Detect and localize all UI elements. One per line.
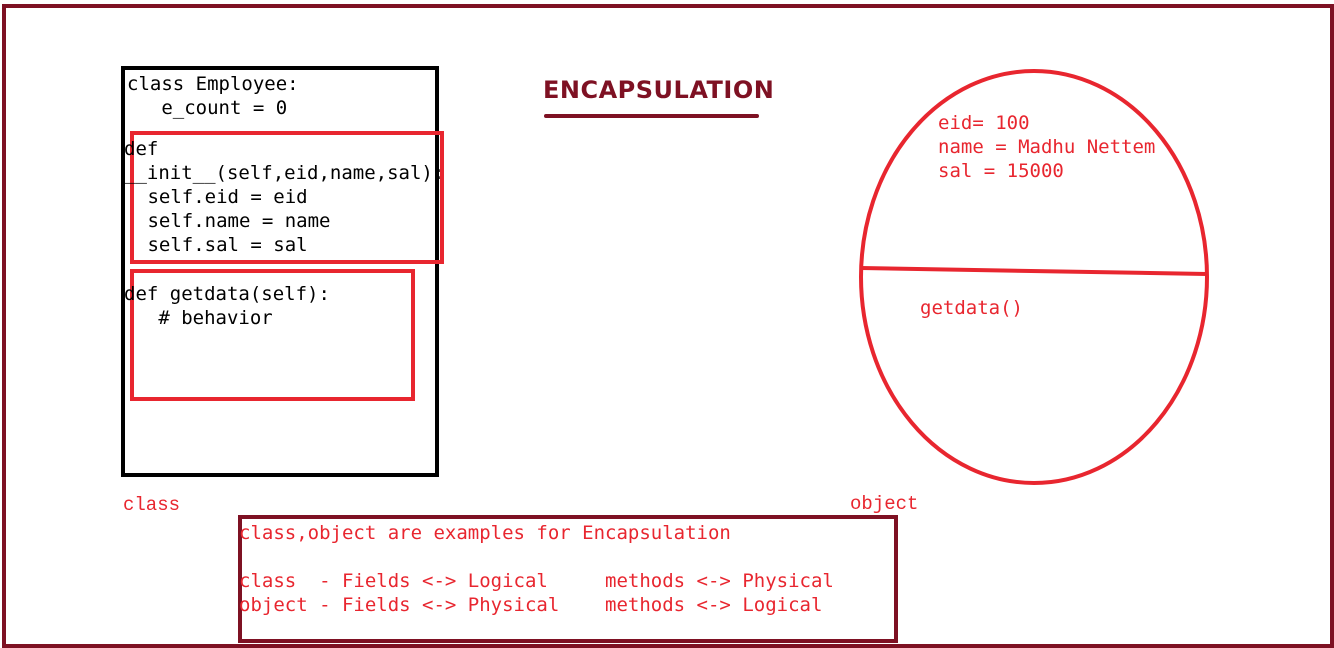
init-body-line-1: self.eid = eid — [136, 186, 308, 208]
class-field-line: e_count = 0 — [127, 97, 288, 119]
object-field-name: name = Madhu Nettem — [938, 136, 1156, 158]
note-line-1: class,object are examples for Encapsulat… — [239, 522, 731, 544]
note-line-3: object - Fields <-> Physical methods <->… — [239, 594, 823, 616]
object-caption: object — [850, 493, 919, 515]
getdata-method-highlight — [130, 269, 415, 401]
object-field-eid: eid= 100 — [938, 112, 1030, 134]
class-header-line: class Employee: — [127, 73, 299, 95]
class-box — [121, 66, 439, 477]
object-method-getdata: getdata() — [920, 297, 1023, 319]
title-underline — [544, 114, 759, 118]
diagram-title: ENCAPSULATION — [543, 76, 775, 104]
class-caption: class — [123, 494, 181, 516]
getdata-body-line: # behavior — [124, 307, 273, 329]
init-def-line: def — [124, 138, 159, 160]
note-box — [238, 515, 898, 643]
object-ellipse — [859, 69, 1209, 485]
init-method-highlight — [130, 131, 444, 264]
note-line-2: class - Fields <-> Logical methods <-> P… — [239, 570, 834, 592]
init-body-line-2: self.name = name — [136, 210, 331, 232]
object-divider-line — [860, 266, 1208, 276]
init-body-line-3: self.sal = sal — [136, 234, 308, 256]
object-field-sal: sal = 15000 — [938, 160, 1064, 182]
getdata-signature-line: def getdata(self): — [124, 283, 330, 305]
init-signature-line: __init__(self,eid,name,sal): — [124, 162, 445, 184]
